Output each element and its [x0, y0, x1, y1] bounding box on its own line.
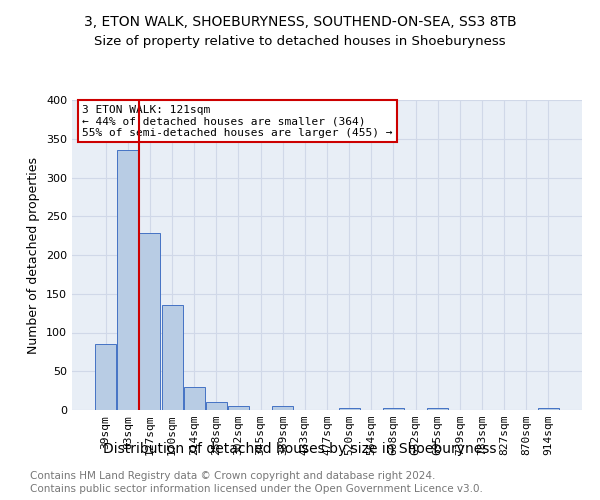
Bar	[95, 344, 116, 410]
Text: Contains public sector information licensed under the Open Government Licence v3: Contains public sector information licen…	[30, 484, 483, 494]
Bar	[184, 387, 205, 410]
Bar	[338, 408, 359, 410]
Bar	[139, 234, 160, 410]
Bar	[118, 150, 139, 410]
Text: Contains HM Land Registry data © Crown copyright and database right 2024.: Contains HM Land Registry data © Crown c…	[30, 471, 436, 481]
Text: Distribution of detached houses by size in Shoeburyness: Distribution of detached houses by size …	[103, 442, 497, 456]
Bar	[161, 306, 182, 410]
Bar	[206, 402, 227, 410]
Bar	[228, 406, 249, 410]
Y-axis label: Number of detached properties: Number of detached properties	[28, 156, 40, 354]
Bar	[427, 408, 448, 410]
Text: 3 ETON WALK: 121sqm
← 44% of detached houses are smaller (364)
55% of semi-detac: 3 ETON WALK: 121sqm ← 44% of detached ho…	[82, 104, 392, 138]
Text: 3, ETON WALK, SHOEBURYNESS, SOUTHEND-ON-SEA, SS3 8TB: 3, ETON WALK, SHOEBURYNESS, SOUTHEND-ON-…	[83, 15, 517, 29]
Bar	[538, 408, 559, 410]
Text: Size of property relative to detached houses in Shoeburyness: Size of property relative to detached ho…	[94, 35, 506, 48]
Bar	[383, 408, 404, 410]
Bar	[272, 406, 293, 410]
